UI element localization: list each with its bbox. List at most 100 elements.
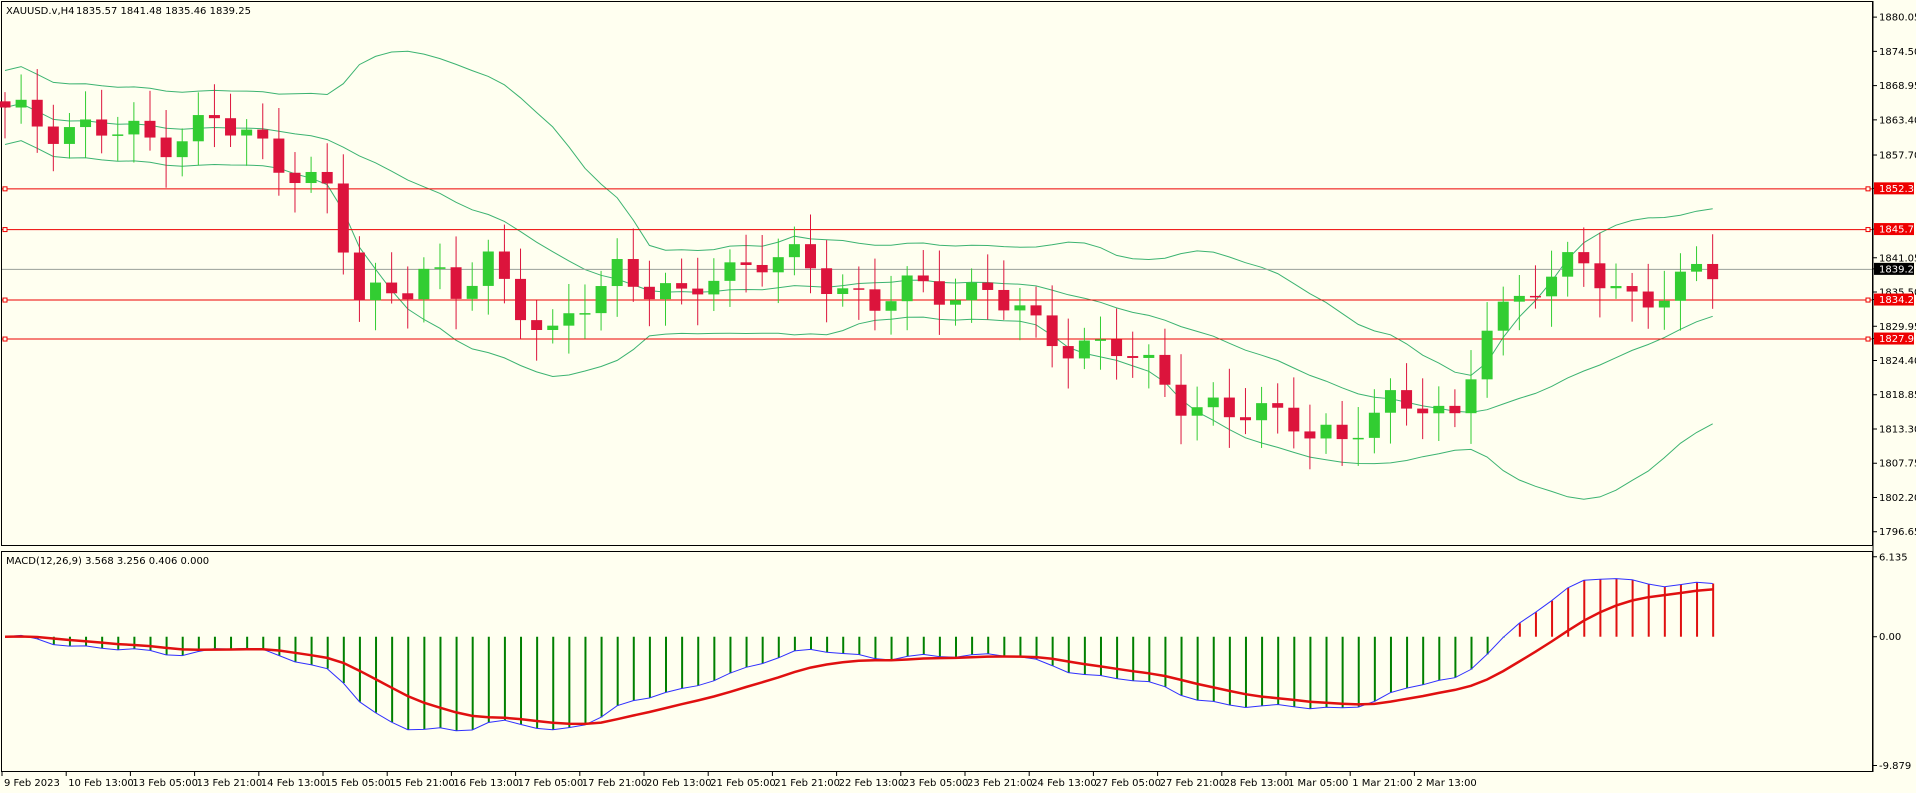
level-handle-left[interactable] — [2, 336, 8, 342]
candle — [15, 74, 27, 124]
candle — [370, 262, 382, 331]
time-tick-label: 20 Feb 13:00 — [646, 778, 712, 789]
level-handle-left[interactable] — [2, 227, 8, 233]
candle — [740, 234, 752, 293]
candle — [128, 102, 140, 163]
level-handle-right[interactable] — [1865, 186, 1871, 192]
price-tick-label: 1839.25 — [1879, 264, 1916, 275]
band-lower — [4, 140, 1713, 500]
time-tick-label: 17 Feb 05:00 — [518, 778, 584, 789]
candle — [1433, 386, 1445, 441]
time-tick-label: 21 Feb 21:00 — [774, 778, 840, 789]
time-tick-label: 13 Feb 05:00 — [132, 778, 198, 789]
candle — [63, 112, 75, 159]
candle — [1239, 388, 1251, 435]
level-handle-left[interactable] — [2, 297, 8, 303]
ohlc-readout: 1835.57 1841.48 1835.46 1839.25 — [76, 6, 251, 17]
time-tick-label: 27 Feb 05:00 — [1095, 778, 1161, 789]
candle — [1529, 265, 1541, 309]
price-tick-label: 1845.70 — [1879, 225, 1916, 236]
level-handle-right[interactable] — [1865, 227, 1871, 233]
macd-tick-label: 0.00 — [1879, 632, 1901, 643]
candle — [1191, 386, 1203, 441]
candle — [1304, 404, 1316, 470]
time-tick-label: 15 Feb 05:00 — [325, 778, 391, 789]
time-tick-label: 24 Feb 13:00 — [1031, 778, 1097, 789]
candle — [402, 266, 414, 329]
price-tick-label: 1818.85 — [1879, 390, 1916, 401]
candle — [241, 119, 253, 166]
candle — [1143, 344, 1155, 389]
macd-tick-label: -9.879 — [1879, 761, 1911, 772]
time-tick-label: 28 Feb 13:00 — [1224, 778, 1290, 789]
candle — [933, 250, 945, 335]
macd-signal-line — [4, 588, 1713, 726]
candle — [982, 254, 994, 320]
candle — [1691, 246, 1703, 282]
candle — [80, 91, 92, 158]
price-tick-label: 1813.30 — [1879, 424, 1916, 435]
candle — [772, 238, 784, 304]
candle — [1030, 286, 1042, 338]
candle — [31, 69, 43, 153]
candle — [305, 156, 317, 193]
price-tick-label: 1857.70 — [1879, 151, 1916, 162]
candle — [289, 152, 301, 213]
candle — [176, 128, 188, 177]
candle — [627, 228, 639, 302]
candle — [805, 214, 816, 294]
candle — [1658, 270, 1670, 330]
time-tick-label: 23 Feb 21:00 — [967, 778, 1033, 789]
candle — [337, 154, 349, 275]
candle — [579, 284, 591, 339]
candle — [1642, 263, 1654, 329]
time-tick-label: 9 Feb 2023 — [4, 778, 60, 789]
level-price-tag — [1874, 182, 1914, 195]
candle — [547, 309, 559, 344]
candle — [595, 270, 607, 331]
candle — [450, 236, 462, 330]
candle — [1223, 368, 1235, 448]
time-tick-label: 2 Mar 13:00 — [1416, 778, 1476, 789]
candle — [0, 92, 11, 139]
candle — [1207, 382, 1219, 426]
candle — [821, 240, 833, 323]
price-tick-label: 1829.95 — [1879, 322, 1916, 333]
horizontal-levels[interactable] — [2, 186, 1872, 342]
chart-title: XAUUSD.v,H4 — [6, 6, 75, 17]
candle — [321, 143, 333, 214]
candle — [1111, 308, 1123, 380]
price-tick-label: 1835.50 — [1879, 288, 1916, 299]
candle — [1336, 400, 1348, 466]
candlestick-series — [0, 69, 1719, 470]
candle — [1288, 377, 1300, 449]
candle — [1674, 253, 1686, 331]
current-price-tag — [1874, 262, 1914, 275]
candle — [1626, 272, 1638, 322]
time-tick-label: 23 Feb 05:00 — [903, 778, 969, 789]
level-handle-right[interactable] — [1865, 336, 1871, 342]
candle — [949, 278, 961, 326]
band-upper — [4, 50, 1713, 376]
candle — [676, 258, 688, 305]
macd-histogram — [20, 578, 1715, 731]
time-tick-label: 10 Feb 13:00 — [68, 778, 134, 789]
candle — [96, 89, 108, 154]
level-handle-left[interactable] — [2, 186, 8, 192]
candle — [144, 90, 156, 151]
candle — [901, 266, 913, 331]
candle — [1320, 413, 1332, 454]
candle — [1094, 316, 1106, 370]
candle — [225, 93, 237, 148]
time-tick-label: 1 Mar 05:00 — [1288, 778, 1348, 789]
price-tick-label: 1802.20 — [1879, 493, 1916, 504]
candle — [1449, 389, 1461, 428]
level-handle-right[interactable] — [1865, 297, 1871, 303]
candle — [1256, 386, 1268, 448]
candle — [611, 238, 623, 317]
candle — [482, 239, 494, 315]
price-tick-label: 1796.65 — [1879, 527, 1916, 538]
candle — [1014, 287, 1026, 341]
